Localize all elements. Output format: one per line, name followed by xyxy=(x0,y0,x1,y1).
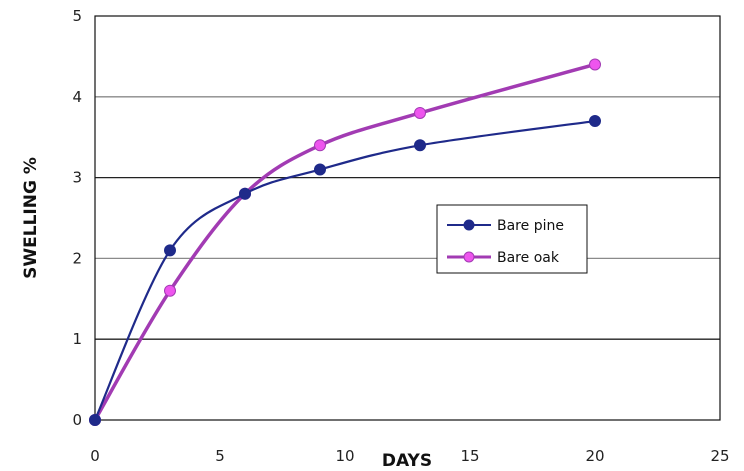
legend-marker-bare-pine xyxy=(463,219,475,231)
point-bare-pine-9 xyxy=(314,163,326,176)
x-tick-0: 0 xyxy=(90,447,100,465)
y-tick-1: 1 xyxy=(72,330,82,348)
point-bare-pine-13 xyxy=(414,139,426,152)
grid-layer xyxy=(95,96,720,340)
y-tick-3: 3 xyxy=(72,169,82,187)
point-bare-oak-20 xyxy=(589,58,601,71)
x-axis-title: DAYS xyxy=(382,451,432,471)
series-line-bare-pine xyxy=(93,119,597,422)
x-tick-20: 20 xyxy=(585,447,604,465)
legend: Bare pine Bare oak xyxy=(436,204,588,274)
y-tick-0: 0 xyxy=(72,411,82,429)
x-tick-labels: 0 5 10 15 20 25 xyxy=(90,447,729,465)
legend-label-bare-oak: Bare oak xyxy=(497,250,560,266)
legend-marker-bare-oak xyxy=(463,251,475,263)
y-tick-2: 2 xyxy=(72,249,82,267)
point-bare-oak-3 xyxy=(164,284,176,297)
legend-box xyxy=(436,204,588,274)
series-line-bare-oak xyxy=(93,62,597,422)
y-tick-4: 4 xyxy=(72,88,82,106)
point-bare-pine-0 xyxy=(89,414,101,426)
legend-label-bare-pine: Bare pine xyxy=(497,218,564,234)
point-bare-oak-13 xyxy=(414,106,426,119)
y-axis-title: SWELLING % xyxy=(21,157,41,279)
point-bare-pine-3 xyxy=(164,244,176,257)
y-tick-labels: 0 1 2 3 4 5 xyxy=(72,7,82,429)
x-tick-10: 10 xyxy=(335,447,354,465)
plot-frame xyxy=(94,15,721,421)
x-tick-15: 15 xyxy=(460,447,479,465)
x-tick-25: 25 xyxy=(710,447,729,465)
point-bare-oak-9 xyxy=(314,139,326,152)
x-tick-5: 5 xyxy=(215,447,225,465)
y-tick-5: 5 xyxy=(72,7,82,25)
point-bare-pine-6 xyxy=(239,187,251,200)
point-bare-pine-20 xyxy=(589,115,601,128)
series-layer xyxy=(89,58,601,426)
